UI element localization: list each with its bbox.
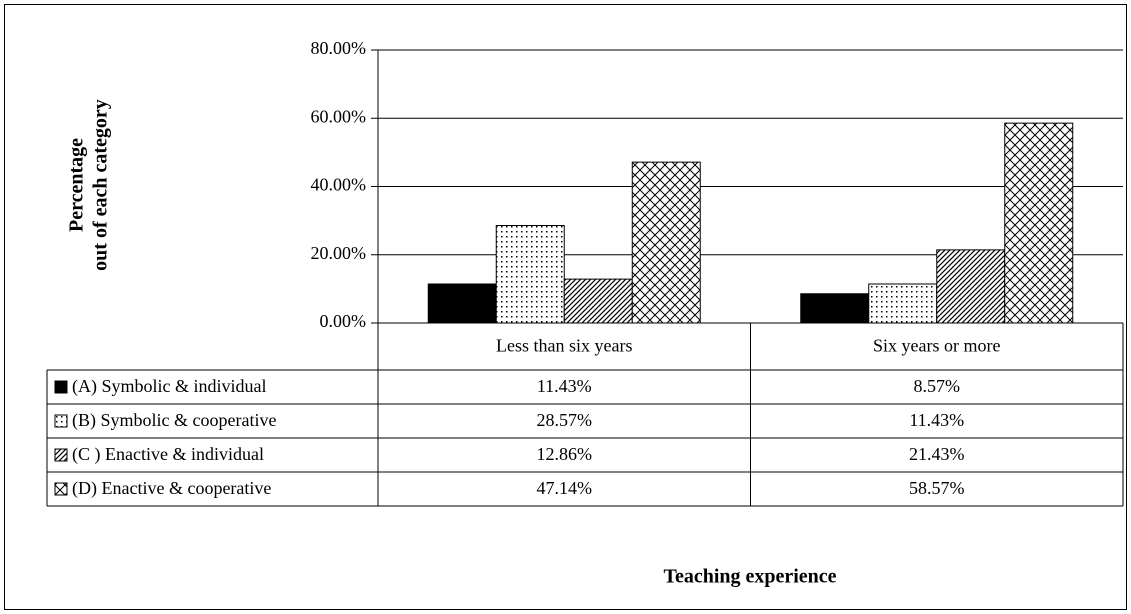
- x-axis-title: Teaching experience: [663, 566, 836, 588]
- bar: [868, 283, 938, 324]
- y-tick-label: 0.00%: [320, 311, 367, 331]
- table-value: 28.57%: [537, 410, 593, 430]
- legend-label: (B) Symbolic & cooperative: [72, 410, 276, 431]
- y-tick-label: 80.00%: [311, 38, 367, 58]
- table-value: 21.43%: [909, 444, 965, 464]
- table-value: 12.86%: [537, 444, 593, 464]
- bar: [495, 225, 565, 324]
- legend-label: (C ) Enactive & individual: [72, 444, 264, 465]
- table-value: 11.43%: [537, 376, 592, 396]
- y-tick-label: 60.00%: [311, 106, 367, 126]
- legend-swatch: [54, 448, 68, 462]
- y-tick-label: 40.00%: [311, 175, 367, 195]
- y-axis-title-line: Percentage: [66, 138, 88, 232]
- bar: [800, 293, 870, 324]
- y-tick-label: 20.00%: [311, 243, 367, 263]
- bar: [936, 249, 1006, 324]
- bar: [631, 161, 701, 324]
- table-value: 58.57%: [909, 478, 965, 498]
- legend-label: (D) Enactive & cooperative: [72, 478, 271, 499]
- legend-label: (A) Symbolic & individual: [72, 376, 266, 397]
- x-tick-label: Six years or more: [873, 336, 1000, 356]
- legend-swatch: [54, 482, 68, 496]
- bar: [427, 283, 497, 324]
- table-value: 47.14%: [537, 478, 593, 498]
- y-axis-title: Percentage out of each category: [66, 99, 112, 271]
- legend-swatch: [54, 414, 68, 428]
- legend-swatch: [54, 380, 68, 394]
- x-tick-label: Less than six years: [496, 336, 632, 356]
- bar: [1004, 122, 1074, 324]
- table-value: 11.43%: [909, 410, 964, 430]
- table-value: 8.57%: [914, 376, 961, 396]
- bar: [563, 278, 633, 324]
- y-axis-title-line: out of each category: [90, 99, 112, 271]
- frame: [4, 4, 1127, 610]
